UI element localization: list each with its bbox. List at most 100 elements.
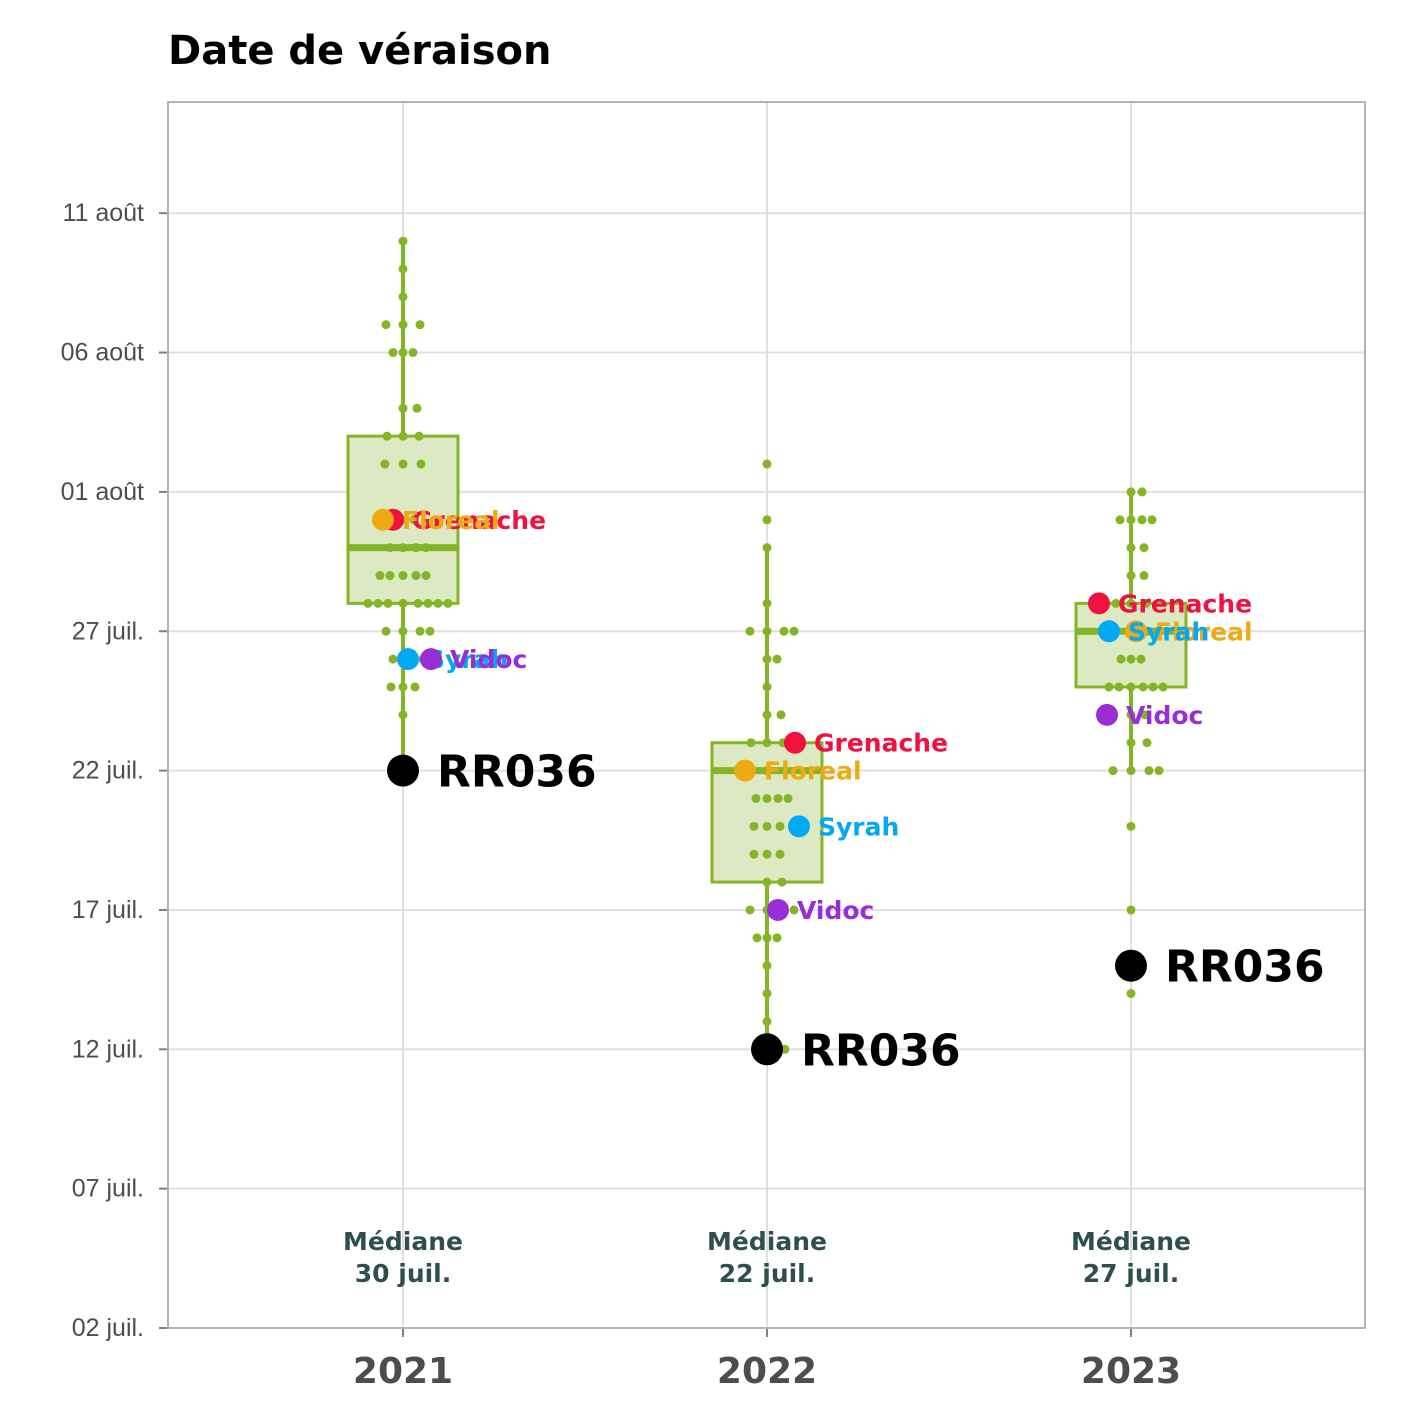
data-point [1126, 905, 1136, 915]
data-point [789, 626, 799, 636]
point-grenache [784, 731, 806, 754]
data-point [1148, 682, 1158, 692]
data-point [762, 766, 772, 776]
point-syrah [1098, 620, 1120, 643]
data-point [433, 598, 443, 608]
data-point [416, 459, 426, 469]
data-point [398, 403, 408, 413]
data-point [415, 626, 425, 636]
data-point [789, 905, 799, 915]
data-point [415, 320, 425, 330]
y-tick-label: 22 juil. [72, 757, 144, 785]
data-point [412, 403, 422, 413]
median-annotation: 22 juil. [719, 1259, 816, 1288]
data-point [1126, 487, 1136, 497]
y-tick-label: 07 juil. [72, 1175, 144, 1203]
chart-title: Date de véraison [168, 28, 552, 74]
data-point [752, 933, 762, 943]
label-grenache: Grenache [1118, 589, 1252, 618]
data-point [1139, 571, 1149, 581]
data-point [386, 682, 396, 692]
data-point [385, 543, 395, 553]
data-point [1142, 738, 1152, 748]
data-point [398, 598, 408, 608]
data-point [762, 989, 772, 999]
data-point [398, 571, 408, 581]
data-point [398, 236, 408, 246]
data-point [425, 626, 435, 636]
median-annotation: Médiane [343, 1227, 463, 1256]
data-point [1154, 766, 1164, 776]
point-syrah [397, 648, 419, 671]
median-annotation: Médiane [707, 1227, 827, 1256]
data-point [762, 961, 772, 971]
data-point [762, 738, 772, 748]
data-point [762, 849, 772, 859]
data-point [413, 598, 423, 608]
data-point [1108, 766, 1118, 776]
label-rr036: RR036 [801, 1025, 961, 1076]
point-rr036 [387, 754, 419, 787]
median-annotation: Médiane [1071, 1227, 1191, 1256]
label-grenache: Grenache [412, 506, 546, 535]
x-tick-label: 2022 [717, 1351, 817, 1392]
data-point [398, 626, 408, 636]
plot-border [167, 101, 1366, 1329]
data-point [388, 348, 398, 358]
data-point [762, 710, 772, 720]
label-floreal: Floreal [764, 757, 862, 786]
data-point [762, 459, 772, 469]
data-point [385, 571, 395, 581]
label-vidoc: Vidoc [450, 645, 527, 674]
data-point [1111, 598, 1121, 608]
data-point [1126, 710, 1136, 720]
y-tick-label: 12 juil. [72, 1035, 144, 1063]
data-point [772, 933, 782, 943]
point-floreal [1125, 620, 1147, 643]
data-point [1136, 654, 1146, 664]
x-tick-label: 2021 [353, 1351, 453, 1392]
data-point [443, 598, 453, 608]
data-point [411, 543, 421, 553]
data-point [1126, 821, 1136, 831]
data-point [780, 766, 790, 776]
point-grenache [1088, 592, 1110, 615]
data-point [398, 264, 408, 274]
data-point [408, 348, 418, 358]
y-tick-label: 02 juil. [72, 1314, 144, 1342]
data-point [762, 821, 772, 831]
data-point [1126, 598, 1136, 608]
data-point [411, 571, 421, 581]
x-tick-label: 2023 [1081, 1351, 1181, 1392]
data-point [1126, 682, 1136, 692]
data-point [762, 793, 772, 803]
data-point [775, 849, 785, 859]
data-point [398, 459, 408, 469]
data-point [1144, 766, 1154, 776]
data-point [762, 654, 772, 664]
data-point [423, 598, 433, 608]
point-vidoc [767, 898, 789, 921]
data-point [1158, 682, 1168, 692]
data-point [1140, 710, 1150, 720]
data-point [1126, 989, 1136, 999]
data-point [1126, 738, 1136, 748]
data-point [1139, 543, 1149, 553]
data-point [745, 905, 755, 915]
y-tick-label: 06 août [61, 339, 144, 367]
data-point [1126, 515, 1136, 525]
data-point [398, 292, 408, 302]
point-vidoc [1096, 703, 1118, 726]
data-point [745, 626, 755, 636]
data-point [762, 598, 772, 608]
y-tick-label: 27 juil. [72, 617, 144, 645]
data-point [1114, 682, 1124, 692]
data-point [1141, 598, 1151, 608]
data-point [1116, 654, 1126, 664]
data-point [775, 821, 785, 831]
data-point [762, 933, 772, 943]
data-point [398, 682, 408, 692]
data-point [746, 738, 756, 748]
point-vidoc [420, 648, 442, 671]
data-point [363, 598, 373, 608]
